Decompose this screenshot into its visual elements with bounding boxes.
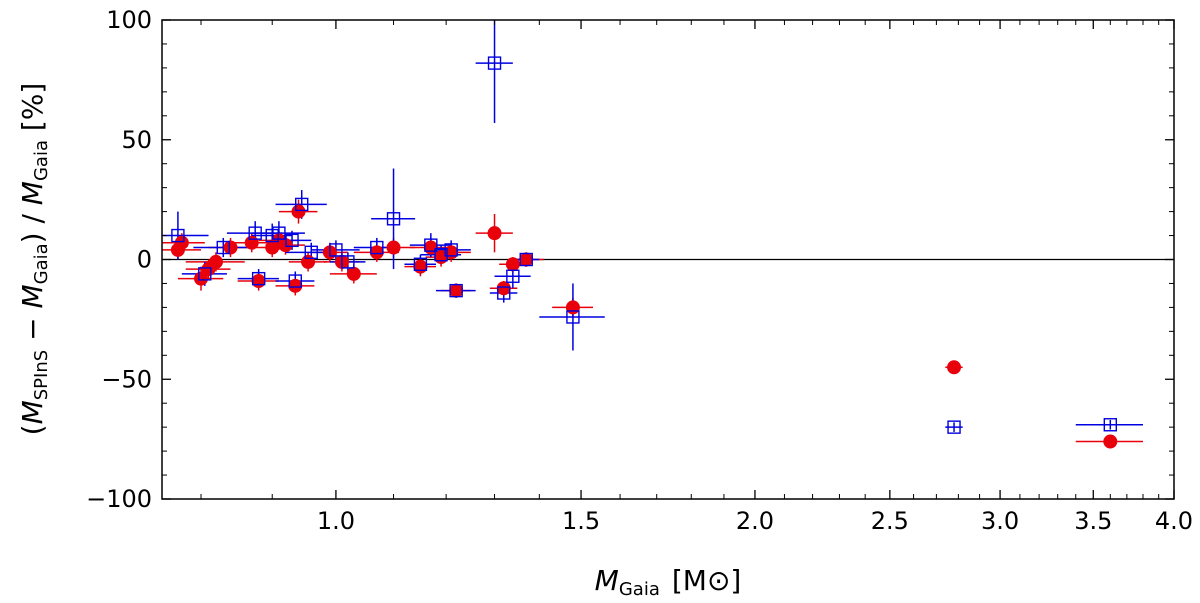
data-point-circle: [519, 252, 534, 267]
data-point-square: [444, 243, 458, 257]
y-label-part: Gaia: [31, 140, 52, 181]
y-label-part: M: [16, 181, 49, 205]
markers-group: [170, 56, 1118, 449]
data-point-square: [519, 252, 533, 267]
data-point-square: [304, 245, 318, 260]
x-tick-label: 3.0: [981, 507, 1019, 535]
data-point-circle: [413, 259, 428, 274]
data-point-square: [566, 310, 580, 324]
data-point-square: [386, 212, 401, 226]
x-axis-label-unit: [M⊙]: [672, 564, 741, 597]
x-tick-label: 1.0: [317, 507, 355, 535]
data-point-square: [1103, 418, 1118, 432]
data-point-square: [198, 267, 212, 281]
x-tick-label: 2.0: [736, 507, 774, 535]
data-point-square: [947, 420, 961, 434]
y-tick-label: 100: [106, 6, 152, 34]
data-point-circle: [208, 254, 223, 269]
data-point-circle: [505, 257, 520, 272]
y-tick-label: −50: [101, 365, 152, 393]
data-point-square: [288, 274, 302, 288]
data-point-circle: [288, 278, 303, 293]
y-label-part: ) /: [16, 205, 49, 243]
data-point-square: [487, 56, 502, 70]
data-point-square: [497, 286, 511, 300]
data-point-square: [251, 271, 266, 286]
y-label-part: M: [16, 400, 49, 424]
y-label-part: (: [16, 424, 49, 435]
data-point-circle: [386, 240, 401, 255]
data-point-circle: [251, 274, 266, 289]
x-tick-label: 1.5: [562, 507, 600, 535]
x-ticks-group: 1.0 1.5 2.0 2.5 3.0 3.5 4.0: [200, 20, 1193, 535]
data-point-circle: [194, 271, 209, 286]
y-label-part: Gaia: [31, 243, 52, 284]
data-point-circle: [369, 245, 384, 260]
y-tick-label: 0: [137, 246, 152, 274]
data-point-circle: [174, 235, 189, 250]
data-point-square: [285, 233, 299, 248]
y-ticks-group: −100 −50 0 50 100: [86, 6, 1174, 513]
data-point-circle: [496, 281, 511, 296]
y-label-part: [%]: [16, 83, 49, 140]
data-point-square: [413, 257, 428, 271]
x-axis-label-main: M: [595, 564, 619, 597]
data-point-circle: [449, 283, 464, 298]
data-point-circle: [947, 360, 962, 375]
data-point-square: [424, 238, 438, 252]
y-axis-label: (MSPInS − MGaia) / MGaia [%]: [16, 83, 52, 436]
y-tick-label: −100: [86, 485, 152, 513]
data-point-circle: [565, 300, 580, 315]
data-point-square: [449, 283, 463, 298]
x-axis-label: MGaia [M⊙]: [595, 564, 742, 600]
data-point-square: [370, 240, 384, 255]
data-point-square: [272, 226, 286, 240]
data-point-circle: [346, 266, 361, 281]
x-tick-label: 4.0: [1155, 507, 1193, 535]
data-point-square: [329, 243, 343, 257]
x-tick-label: 3.5: [1074, 507, 1112, 535]
data-point-square: [295, 197, 309, 212]
data-point-circle: [291, 204, 306, 219]
data-point-square: [434, 248, 448, 262]
data-point-circle: [244, 235, 259, 250]
data-point-circle: [301, 254, 316, 269]
data-point-circle: [1103, 434, 1118, 449]
y-label-part: SPInS: [31, 350, 52, 400]
data-point-square: [341, 255, 355, 269]
data-point-circle: [223, 240, 238, 255]
data-point-circle: [487, 226, 502, 241]
y-tick-label: 50: [121, 126, 152, 154]
y-label-part: M: [16, 284, 49, 308]
data-point-square: [216, 240, 230, 255]
x-tick-label: 2.5: [871, 507, 909, 535]
data-point-square: [248, 226, 262, 240]
data-point-square: [171, 228, 185, 243]
x-axis-label-sub: Gaia: [619, 579, 660, 600]
y-label-part: −: [16, 309, 49, 350]
data-point-square: [506, 269, 520, 283]
